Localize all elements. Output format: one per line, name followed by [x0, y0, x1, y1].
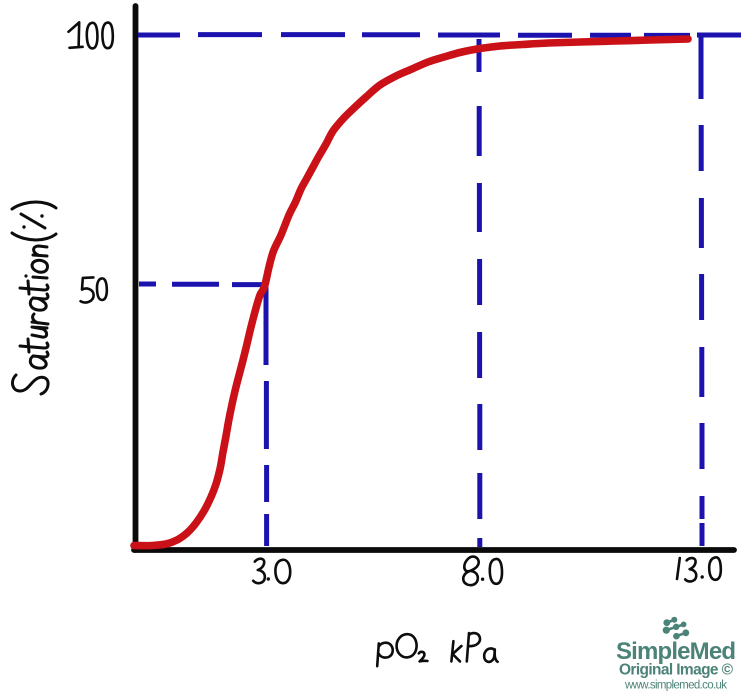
svg-text:Original Image ©: Original Image © — [619, 662, 734, 679]
svg-text:www.simplemed.co.uk: www.simplemed.co.uk — [624, 680, 727, 692]
svg-text:SimpleMed: SimpleMed — [616, 638, 736, 665]
